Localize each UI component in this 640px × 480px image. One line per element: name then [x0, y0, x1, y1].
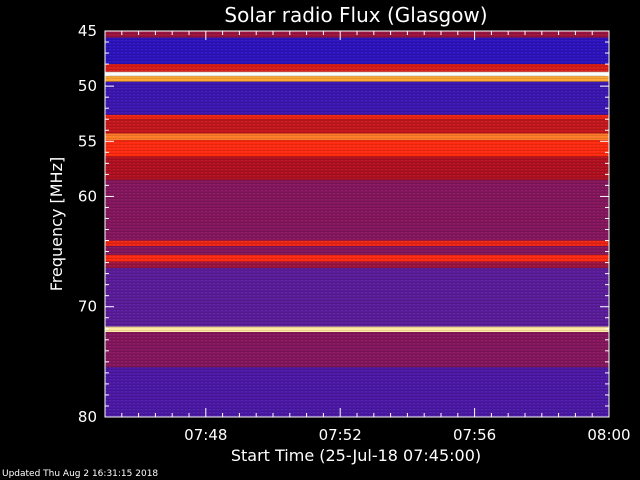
x-axis-label: Start Time (25-Jul-18 07:45:00) [231, 446, 481, 465]
chart-title: Solar radio Flux (Glasgow) [224, 3, 487, 27]
x-tick-label-2: 07:56 [453, 426, 496, 444]
update-timestamp: Updated Thu Aug 2 16:31:15 2018 [2, 469, 159, 479]
y-tick-label-1: 50 [78, 77, 97, 95]
axis-ticks: 45 50 55 60 70 80 07:48 07:52 07:56 08:00 [78, 22, 631, 444]
y-tick-label-5: 80 [78, 408, 97, 426]
x-tick-label-1: 07:52 [319, 426, 362, 444]
y-tick-label-4: 70 [78, 298, 97, 316]
x-tick-label-0: 07:48 [184, 426, 227, 444]
y-tick-label-0: 45 [78, 22, 97, 40]
y-tick-label-2: 55 [78, 132, 97, 150]
y-axis-label: Frequency [MHz] [47, 157, 66, 291]
plot-texture [105, 31, 609, 417]
plot-frame [104, 30, 610, 418]
y-tick-label-3: 60 [78, 187, 97, 205]
x-tick-label-3: 08:00 [587, 426, 630, 444]
